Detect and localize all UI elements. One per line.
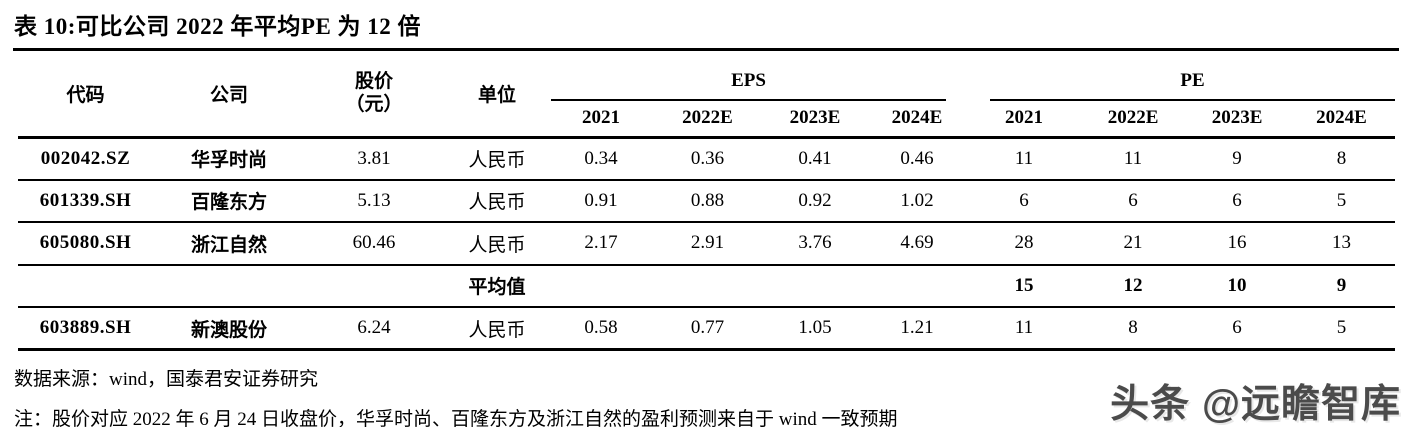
header-row-years: 2021 2022E 2023E 2024E 2021 2022E 2023E 2024E [18, 101, 1395, 137]
company-cell: 新澳股份 [190, 319, 267, 341]
eps-cell: 1.02 [900, 189, 934, 211]
col-header-price: 股价 （元） [305, 51, 443, 137]
pe-cell: 5 [1336, 189, 1347, 211]
data-source-text: 数据来源：wind，国泰君安证券研究 [14, 369, 319, 390]
pe-cell: 11 [1014, 317, 1034, 338]
eps-cell: 0.91 [584, 189, 618, 211]
table-row: 603889.SH 新澳股份 6.24 人民币 0.58 0.77 1.05 1.21 11 8 6… [18, 307, 1395, 350]
unit-cell: 人民币 [468, 192, 526, 214]
company-cell: 华孚时尚 [190, 150, 267, 171]
pe-cell: 11 [1123, 147, 1143, 169]
eps-cell: 3.76 [798, 232, 832, 254]
header-row-groups: 代码 公司 股价 （元） 单位 EPS PE [18, 51, 1395, 115]
company-cell [153, 265, 305, 308]
price-cell: 60.46 [352, 232, 396, 254]
group-header-eps-label: EPS [551, 70, 947, 101]
pe-cell: 11 [1014, 147, 1034, 169]
company-cell: 浙江自然 [190, 234, 267, 256]
table-title-block: 表 10:可比公司 2022 年平均PE 为 12 倍 [13, 0, 1399, 51]
pe-cell: 21 [1123, 232, 1143, 254]
comparable-companies-table: 代码 公司 股价 （元） 单位 EPS PE 2021 2022E 2023E 202… [18, 51, 1395, 351]
price-cell [305, 265, 443, 308]
pe-cell: 9 [1232, 147, 1242, 169]
price-cell: 5.13 [357, 189, 391, 211]
col-header-unit: 单位 [477, 84, 516, 106]
group-header-pe: PE [968, 51, 1395, 101]
pe-year-header: 2024E [1316, 107, 1367, 129]
eps-cell: 2.17 [584, 232, 618, 254]
eps-cell: 0.41 [798, 147, 832, 169]
table-body: 002042.SZ 华孚时尚 3.81 人民币 0.34 0.36 0.41 0.46 11 11… [18, 137, 1395, 350]
note-text: 注：股价对应 2022 年 6 月 24 日收盘价，华孚时尚、百隆东方及浙江自然… [14, 409, 898, 427]
eps-cell: 0.46 [900, 147, 934, 169]
eps-cell: 2.91 [690, 232, 725, 254]
eps-cell: 0.34 [584, 147, 618, 169]
eps-cell [551, 265, 651, 308]
col-header-price-line2: （元） [345, 94, 403, 116]
code-cell: 603889.SH [39, 317, 132, 338]
company-cell: 百隆东方 [190, 192, 267, 214]
eps-cell: 1.05 [798, 317, 832, 338]
watermark-text: 头条 @远瞻智库 [1110, 383, 1401, 426]
eps-year-header: 2021 [582, 107, 620, 129]
col-header-company: 公司 [209, 84, 248, 106]
pe-year-header: 2022E [1107, 107, 1159, 129]
pe-cell: 16 [1227, 232, 1247, 254]
pe-cell: 6 [1019, 189, 1029, 211]
unit-cell: 人民币 [468, 150, 526, 171]
unit-cell: 人民币 [468, 319, 526, 341]
table-row: 002042.SZ 华孚时尚 3.81 人民币 0.34 0.36 0.41 0.46 11 11… [18, 137, 1395, 180]
pe-cell: 6 [1232, 189, 1242, 211]
unit-cell: 平均值 [468, 277, 526, 299]
pe-cell: 9 [1336, 274, 1347, 296]
price-cell: 3.81 [357, 147, 391, 169]
code-cell: 601339.SH [39, 189, 132, 211]
table-title: 表 10:可比公司 2022 年平均PE 为 12 倍 [14, 14, 422, 39]
group-header-pe-label: PE [990, 70, 1395, 101]
pe-cell: 6 [1232, 317, 1242, 338]
code-cell: 605080.SH [39, 232, 132, 254]
eps-cell: 4.69 [900, 232, 934, 254]
code-cell [18, 265, 153, 308]
eps-cell: 0.77 [690, 317, 725, 338]
pe-cell: 13 [1332, 232, 1352, 254]
pe-cell: 8 [1336, 147, 1347, 169]
table-row: 605080.SH 浙江自然 60.46 人民币 2.17 2.91 3.76 4.69 28 2… [18, 222, 1395, 265]
pe-year-header: 2023E [1211, 107, 1263, 129]
pe-cell: 12 [1123, 274, 1143, 296]
eps-cell [651, 265, 764, 308]
code-cell: 002042.SZ [40, 147, 131, 169]
eps-year-header: 2022E [682, 107, 733, 129]
pe-cell: 10 [1227, 274, 1247, 296]
pe-year-header: 2021 [1005, 107, 1044, 129]
table-row: 601339.SH 百隆东方 5.13 人民币 0.91 0.88 0.92 1.02 6 6 6 5 [18, 180, 1395, 222]
eps-year-header: 2023E [789, 107, 841, 129]
group-header-eps: EPS [551, 51, 968, 101]
pe-cell: 5 [1336, 317, 1347, 338]
eps-year-header: 2024E [891, 107, 943, 129]
eps-cell [764, 265, 866, 308]
eps-cell: 1.21 [900, 317, 934, 338]
pe-cell: 8 [1128, 317, 1138, 338]
eps-cell: 0.58 [584, 317, 618, 338]
eps-cell [866, 265, 968, 308]
eps-cell: 0.92 [798, 189, 832, 211]
table-header: 代码 公司 股价 （元） 单位 EPS PE 2021 2022E 2023E 202… [18, 51, 1395, 137]
col-header-code: 代码 [66, 84, 105, 106]
unit-cell: 人民币 [468, 234, 526, 256]
pe-cell: 15 [1014, 274, 1034, 296]
pe-cell: 6 [1128, 189, 1138, 211]
average-row: 平均值 15 12 10 9 [18, 265, 1395, 308]
col-header-price-line1: 股价 [354, 70, 393, 92]
pe-cell: 28 [1014, 232, 1034, 254]
price-cell: 6.24 [357, 317, 391, 338]
eps-cell: 0.88 [690, 189, 725, 211]
eps-cell: 0.36 [690, 147, 725, 169]
